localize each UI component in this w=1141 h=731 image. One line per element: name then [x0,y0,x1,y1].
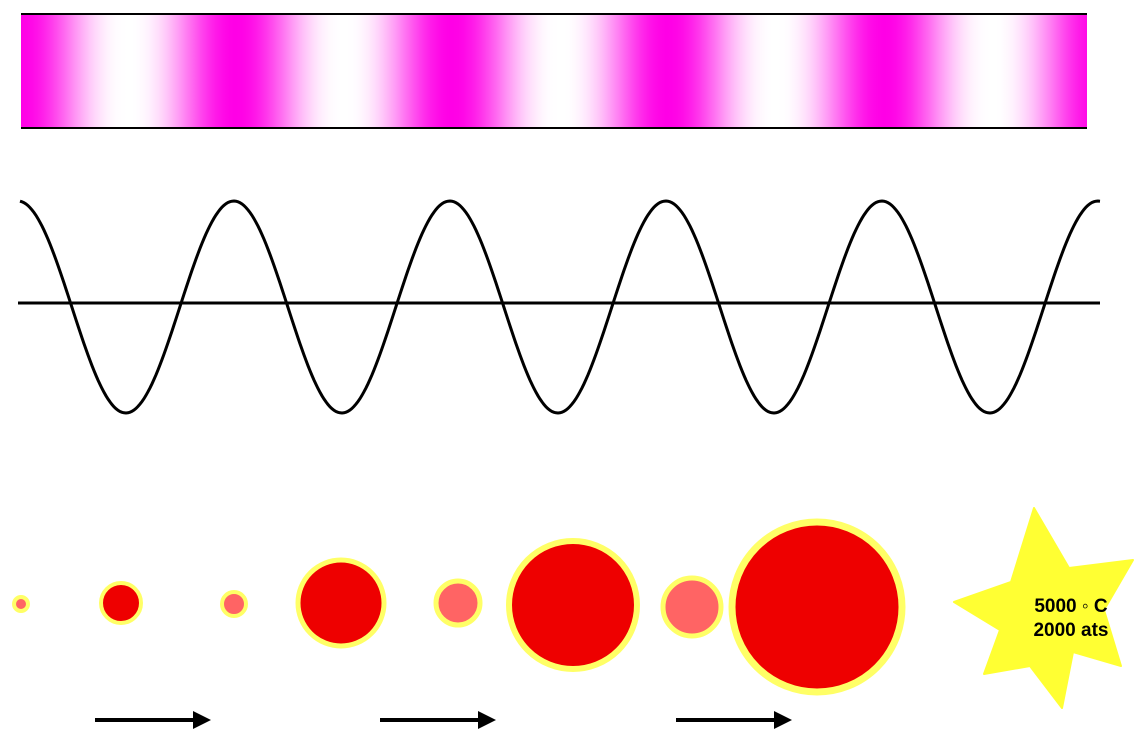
bubble-6 [506,538,640,672]
light-flash-star: 5000 ◦ C 2000 ats [953,507,1134,709]
bubble-7 [660,575,724,639]
arrow-2 [380,711,496,729]
sine-wave [19,199,1101,415]
bubble-5 [433,578,483,628]
star-temperature-label: 5000 ◦ C [1034,596,1108,617]
bubble-sequence [12,518,906,696]
pressure-band [21,13,1087,129]
arrow-1 [95,711,211,729]
arrow-1-head [193,711,211,729]
arrow-3-head [774,711,792,729]
time-arrows [95,711,792,729]
bubble-2 [99,581,143,625]
band-fill [21,14,1087,128]
arrow-3 [676,711,792,729]
star-shape [953,507,1134,709]
bubble-3 [220,590,248,618]
bubble-1 [12,595,30,613]
star-pressure-label: 2000 ats [1033,620,1108,641]
bubble-4 [295,557,387,649]
pressure-wave [18,199,1101,415]
arrow-2-head [478,711,496,729]
bubble-8 [728,518,906,696]
